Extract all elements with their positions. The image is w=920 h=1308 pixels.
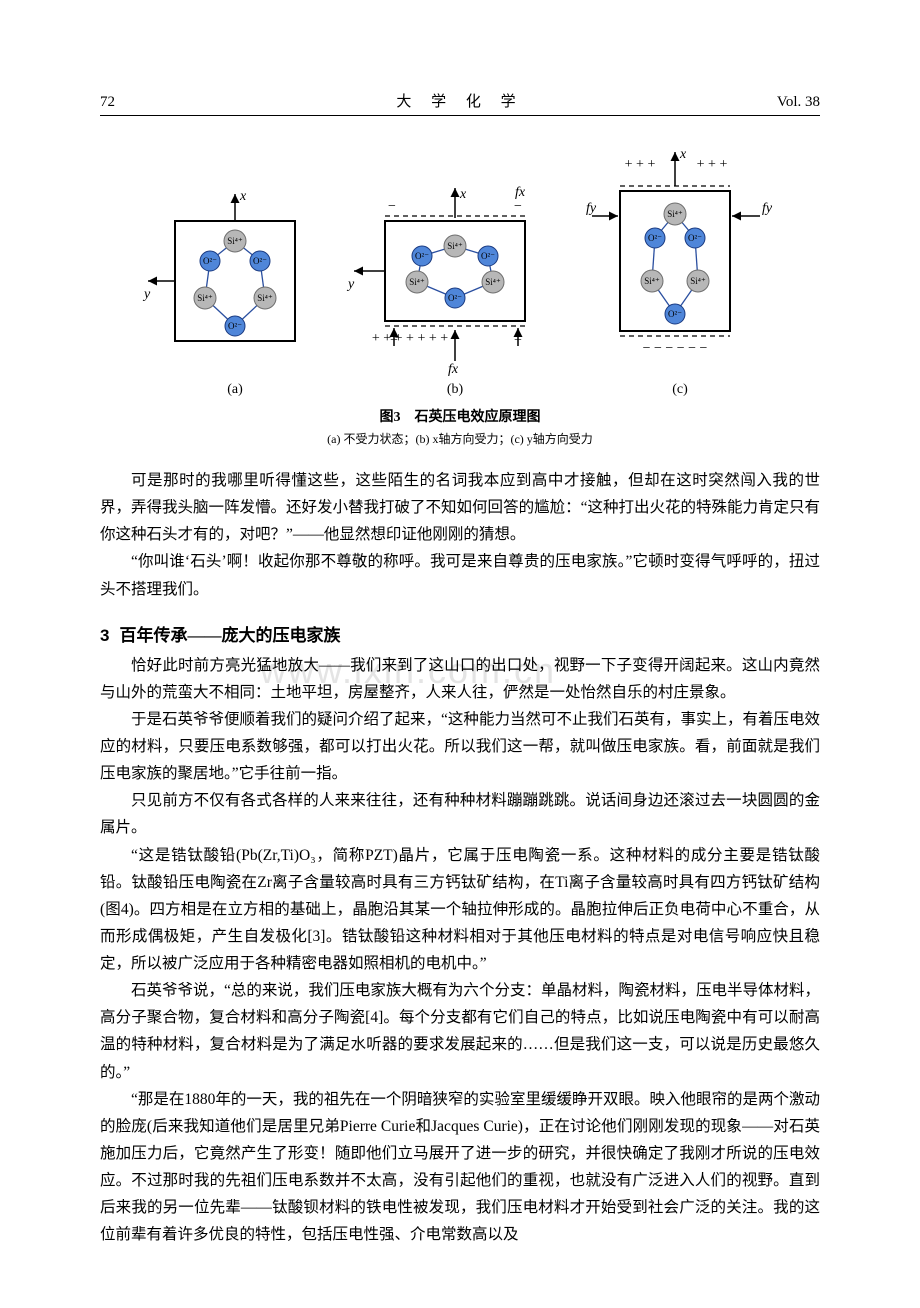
svg-text:O²⁻: O²⁻: [481, 251, 495, 261]
svg-text:−: −: [514, 199, 522, 214]
svg-text:O²⁻: O²⁻: [668, 309, 682, 319]
svg-text:O²⁻: O²⁻: [448, 293, 462, 303]
svg-text:O²⁻: O²⁻: [228, 321, 242, 331]
diagram-c-svg: + + + + + + x fy fy: [580, 146, 780, 376]
svg-text:Si⁴⁺: Si⁴⁺: [257, 293, 273, 303]
journal-title: 大 学 化 学: [200, 90, 720, 111]
svg-text:Si⁴⁺: Si⁴⁺: [447, 241, 463, 251]
svg-text:Si⁴⁺: Si⁴⁺: [485, 277, 501, 287]
svg-text:Si⁴⁺: Si⁴⁺: [667, 209, 683, 219]
para-4: 于是石英爷爷便顺着我们的疑问介绍了起来，“这种能力当然可不止我们石英有，事实上，…: [100, 706, 820, 787]
para-8: “那是在1880年的一天，我的祖先在一个阴暗狭窄的实验室里缓缓睁开双眼。映入他眼…: [100, 1086, 820, 1249]
svg-text:+ + +: + + +: [697, 157, 728, 172]
svg-text:y: y: [142, 287, 151, 302]
subfig-label-c: (c): [672, 382, 688, 398]
para-3: 恰好此时前方亮光猛地放大——我们来到了这山口的出口处，视野一下子变得开阔起来。这…: [100, 652, 820, 706]
figure-3-panel-a: x y Si⁴⁺ O²⁻ O²⁻: [140, 186, 330, 398]
svg-text:O²⁻: O²⁻: [253, 256, 267, 266]
svg-text:−: −: [388, 199, 396, 214]
svg-text:O²⁻: O²⁻: [203, 256, 217, 266]
svg-text:Si⁴⁺: Si⁴⁺: [227, 236, 243, 246]
svg-text:x: x: [459, 187, 467, 202]
para-2: “你叫谁‘石头’啊！收起你那不尊敬的称呼。我可是来自尊贵的压电家族。”它顿时变得…: [100, 548, 820, 602]
diagram-a-svg: x y Si⁴⁺ O²⁻ O²⁻: [140, 186, 330, 376]
para-7: 石英爷爷说，“总的来说，我们压电家族大概有为六个分支：单晶材料，陶瓷材料，压电半…: [100, 977, 820, 1086]
figure-3: x y Si⁴⁺ O²⁻ O²⁻: [100, 146, 820, 447]
page-number: 72: [100, 94, 200, 111]
svg-text:Si⁴⁺: Si⁴⁺: [644, 276, 660, 286]
svg-text:x: x: [679, 147, 687, 162]
figure-3-panel-c: + + + + + + x fy fy: [580, 146, 780, 398]
figure-3-caption: 图3 石英压电效应原理图: [100, 406, 820, 426]
svg-text:fy: fy: [762, 201, 773, 216]
svg-text:O²⁻: O²⁻: [415, 251, 429, 261]
svg-text:O²⁻: O²⁻: [688, 233, 702, 243]
svg-text:x: x: [239, 189, 247, 204]
svg-text:Si⁴⁺: Si⁴⁺: [197, 293, 213, 303]
figure-3-subcaption: (a) 不受力状态；(b) x轴方向受力；(c) y轴方向受力: [100, 430, 820, 447]
svg-text:− − − − − −: − − − − − −: [643, 341, 708, 356]
svg-text:Si⁴⁺: Si⁴⁺: [690, 276, 706, 286]
diagram-b-svg: − − x fx y: [340, 176, 570, 376]
section-number: 3: [100, 626, 109, 645]
svg-text:+ + +: + + +: [625, 157, 656, 172]
subfig-label-b: (b): [447, 382, 463, 398]
svg-text:fx: fx: [515, 185, 526, 200]
para-5: 只见前方不仅有各式各样的人来来往往，还有种种材料蹦蹦跳跳。说话间身边还滚过去一块…: [100, 787, 820, 841]
page-header: 72 大 学 化 学 Vol. 38: [100, 90, 820, 116]
figure-3-panel-b: − − x fx y: [340, 176, 570, 398]
svg-text:y: y: [346, 277, 355, 292]
volume-label: Vol. 38: [720, 94, 820, 111]
svg-text:fx: fx: [448, 362, 459, 376]
svg-text:fy: fy: [586, 201, 597, 216]
subfig-label-a: (a): [227, 382, 243, 398]
section-title-text: 百年传承——庞大的压电家族: [119, 626, 340, 645]
svg-text:+ + + + + + +: + + + + + + +: [372, 331, 448, 346]
para-1: 可是那时的我哪里听得懂这些，这些陌生的名词我本应到高中才接触，但却在这时突然闯入…: [100, 467, 820, 548]
svg-text:Si⁴⁺: Si⁴⁺: [409, 277, 425, 287]
section-3-heading: 3 百年传承——庞大的压电家族: [100, 621, 820, 646]
svg-text:O²⁻: O²⁻: [648, 233, 662, 243]
para-6: “这是锆钛酸铅(Pb(Zr,Ti)O₃，简称PZT)晶片，它属于压电陶瓷一系。这…: [100, 842, 820, 978]
